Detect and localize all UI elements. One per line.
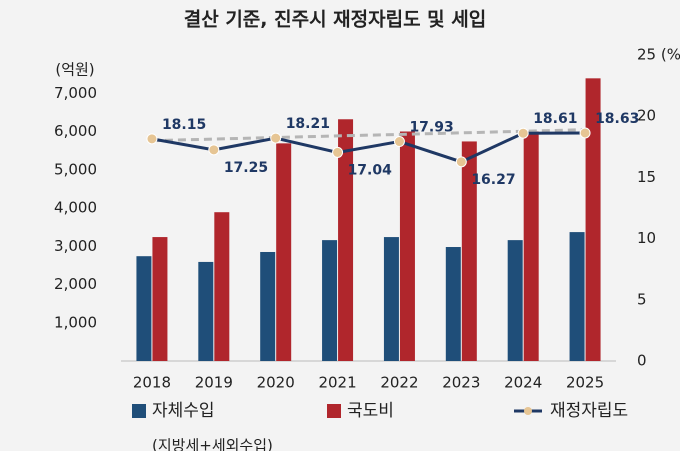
y-axis-label: (억원) [55, 61, 94, 79]
marker [393, 136, 405, 148]
bar [523, 131, 539, 361]
y-tick-label: 3,000 [54, 237, 97, 255]
marker [455, 156, 467, 168]
x-tick-label: 2025 [566, 374, 604, 392]
legend-swatch [327, 404, 341, 418]
marker [146, 133, 158, 145]
x-tick-label: 2020 [257, 374, 295, 392]
marker [332, 146, 344, 158]
y2-tick-label: 5 [637, 290, 647, 308]
x-tick-label: 2022 [380, 374, 418, 392]
y2-tick-label: 0 [637, 352, 647, 370]
bar [260, 251, 276, 361]
bar [276, 143, 292, 361]
legend-note: (지방세+세외수입) [152, 437, 273, 451]
marker [208, 144, 220, 156]
y2-tick-label: 10 [637, 229, 656, 247]
legend-label: 국도비 [347, 401, 394, 421]
y-tick-label: 6,000 [54, 122, 97, 140]
bar [152, 237, 168, 361]
x-tick-label: 2021 [318, 374, 356, 392]
value-label: 18.21 [286, 116, 330, 132]
legend-swatch [132, 404, 146, 418]
bar [198, 261, 214, 361]
bar [399, 131, 415, 361]
bar [507, 240, 523, 361]
y2-tick-label: 15 [637, 168, 656, 186]
bar [445, 247, 461, 361]
chart-title: 결산 기준, 진주시 재정자립도 및 세입 [184, 9, 487, 31]
bar [569, 232, 585, 361]
bar [585, 78, 601, 362]
y-tick-label: 4,000 [54, 199, 97, 217]
y2-tick-label: 25 (%) [637, 46, 680, 64]
line [151, 131, 586, 164]
y2-tick-label: 20 [637, 107, 656, 125]
value-label: 18.63 [595, 111, 639, 127]
x-tick-label: 2019 [195, 374, 233, 392]
legend-swatch [524, 407, 532, 415]
bar [322, 240, 338, 361]
y-tick-label: 7,000 [54, 84, 97, 102]
value-label: 16.27 [471, 172, 515, 188]
bar [136, 256, 152, 361]
bar [214, 212, 230, 361]
y-tick-label: 2,000 [54, 275, 97, 293]
legend-label: 자체수입 [152, 401, 215, 421]
y-tick-label: 5,000 [54, 160, 97, 178]
value-label: 18.61 [533, 111, 577, 127]
bar [461, 141, 477, 361]
value-label: 17.04 [348, 162, 393, 178]
x-tick-label: 2018 [133, 374, 171, 392]
x-tick-label: 2024 [504, 374, 542, 392]
trend-line [151, 128, 586, 143]
marker [270, 132, 282, 144]
x-tick-label: 2023 [442, 374, 480, 392]
value-label: 17.93 [409, 120, 453, 136]
marker [579, 127, 591, 139]
y-tick-label: 1,000 [54, 313, 97, 331]
bar [383, 237, 399, 361]
value-label: 17.25 [224, 160, 268, 176]
value-label: 18.15 [162, 117, 206, 133]
legend-label: 재정자립도 [550, 401, 628, 421]
marker [517, 127, 529, 139]
bar [338, 119, 354, 361]
